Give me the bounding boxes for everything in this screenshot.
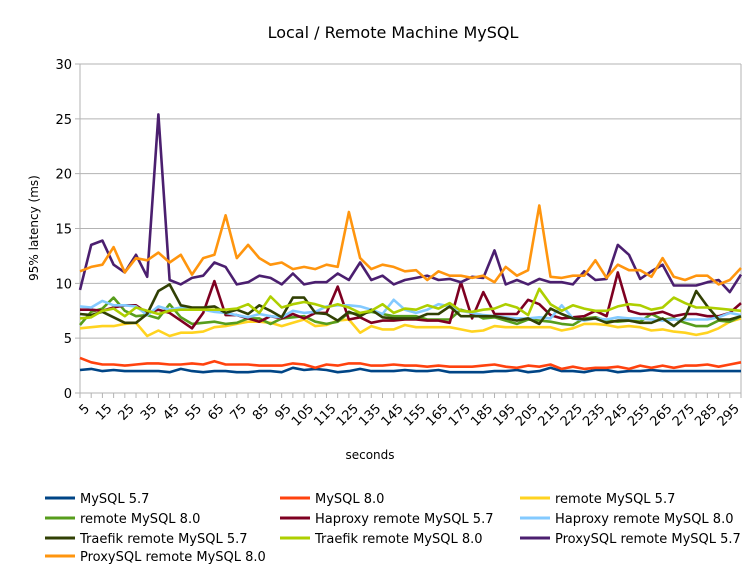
y-tick-label: 5 xyxy=(64,332,72,347)
series-line-traefik-remote-mysql-8-0 xyxy=(79,287,742,320)
x-tick-label: 55 xyxy=(183,401,205,423)
y-tick-label: 25 xyxy=(55,113,72,128)
x-tick-label: 45 xyxy=(160,401,182,423)
legend-label: ProxySQL remote MySQL 8.0 xyxy=(80,550,266,565)
legend-item: Haproxy remote MySQL 5.7 xyxy=(280,512,493,527)
x-tick-label: 65 xyxy=(205,401,227,423)
x-tick-label: 245 xyxy=(603,401,631,429)
series-line-remote-mysql-5-7 xyxy=(79,317,742,338)
legend-label: Haproxy remote MySQL 8.0 xyxy=(555,512,733,527)
y-tick-label: 10 xyxy=(55,277,72,292)
legend-label: MySQL 5.7 xyxy=(80,492,149,507)
x-tick-label: 75 xyxy=(228,401,250,423)
x-tick-label: 275 xyxy=(670,401,698,429)
x-tick-label: 175 xyxy=(446,401,474,429)
gridlines xyxy=(75,63,742,398)
legend-item: MySQL 5.7 xyxy=(45,492,149,507)
legend-item: remote MySQL 8.0 xyxy=(45,512,200,527)
y-axis-ticks: 0 5 10 15 20 25 30 xyxy=(55,58,72,402)
legend-label: Traefik remote MySQL 8.0 xyxy=(314,532,483,547)
x-axis-label: seconds xyxy=(345,448,394,462)
x-tick-label: 155 xyxy=(401,401,429,429)
legend-label: Haproxy remote MySQL 5.7 xyxy=(315,512,493,527)
y-tick-label: 20 xyxy=(55,168,72,183)
legend-item: ProxySQL remote MySQL 8.0 xyxy=(45,550,266,565)
legend-item: MySQL 8.0 xyxy=(280,492,384,507)
y-tick-label: 30 xyxy=(55,58,72,73)
x-tick-label: 115 xyxy=(311,401,339,429)
x-tick-label: 255 xyxy=(625,401,653,429)
x-tick-label: 105 xyxy=(289,401,317,429)
legend-item: Traefik remote MySQL 8.0 xyxy=(280,532,483,547)
x-axis-ticks: 5 15 25 35 45 55 65 75 85 95105115125135145155165… xyxy=(77,393,743,430)
legend-label: Traefik remote MySQL 5.7 xyxy=(79,532,248,547)
series-lines xyxy=(78,113,743,374)
series-line-mysql-5-7 xyxy=(79,366,741,374)
series-line-mysql-8-0 xyxy=(79,356,742,371)
x-tick-label: 205 xyxy=(513,401,541,429)
x-tick-label: 165 xyxy=(423,401,451,429)
x-tick-label: 295 xyxy=(715,401,743,429)
chart-title: Local / Remote Machine MySQL xyxy=(268,23,519,42)
legend-label: ProxySQL remote MySQL 5.7 xyxy=(555,532,741,547)
x-tick-label: 5 xyxy=(77,401,93,417)
x-tick-label: 185 xyxy=(468,401,496,429)
x-tick-label: 15 xyxy=(93,401,115,423)
x-tick-label: 135 xyxy=(356,401,384,429)
x-tick-label: 25 xyxy=(116,401,138,423)
legend-label: MySQL 8.0 xyxy=(315,492,384,507)
x-tick-label: 85 xyxy=(250,401,272,423)
x-tick-label: 215 xyxy=(535,401,563,429)
x-tick-label: 145 xyxy=(379,401,407,429)
x-tick-label: 35 xyxy=(138,401,160,423)
series-line-proxysql-remote-mysql-8-0 xyxy=(79,204,742,286)
legend-label: remote MySQL 8.0 xyxy=(80,512,200,527)
y-tick-label: 15 xyxy=(55,223,72,238)
x-tick-label: 225 xyxy=(558,401,586,429)
legend-item: Haproxy remote MySQL 8.0 xyxy=(520,512,733,527)
legend-item: Traefik remote MySQL 5.7 xyxy=(45,532,248,547)
legend-item: remote MySQL 5.7 xyxy=(520,492,675,507)
y-tick-label: 0 xyxy=(64,387,72,402)
legend-item: ProxySQL remote MySQL 5.7 xyxy=(520,532,741,547)
x-tick-label: 125 xyxy=(334,401,362,429)
legend: MySQL 5.7 MySQL 8.0 remote MySQL 5.7 remote… xyxy=(45,492,741,565)
y-axis-label: 95% latency (ms) xyxy=(27,175,41,281)
legend-label: remote MySQL 5.7 xyxy=(555,492,675,507)
x-tick-label: 195 xyxy=(491,401,519,429)
series-line-traefik-remote-mysql-5-7 xyxy=(79,283,742,328)
series-line-proxysql-remote-mysql-5-7 xyxy=(78,113,743,294)
x-tick-label: 235 xyxy=(580,401,608,429)
x-tick-label: 265 xyxy=(647,401,675,429)
x-tick-label: 285 xyxy=(692,401,720,429)
